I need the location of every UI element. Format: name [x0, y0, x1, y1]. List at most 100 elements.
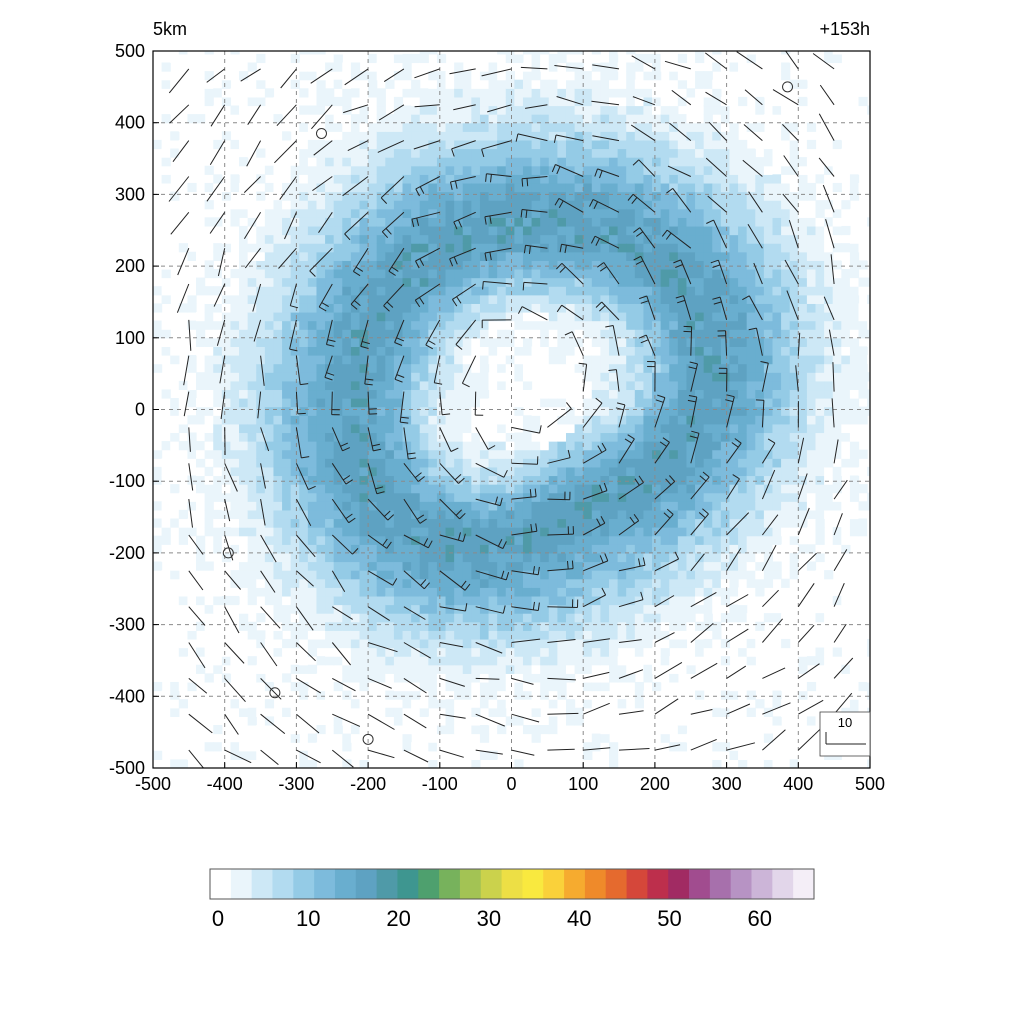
field-cell: [307, 466, 318, 477]
field-cell: [574, 458, 584, 468]
field-cell: [342, 458, 352, 468]
field-cell: [583, 742, 593, 752]
field-cell: [402, 681, 412, 692]
field-cell: [531, 122, 541, 132]
field-cell: [643, 389, 653, 399]
field-cell: [247, 681, 257, 692]
field-cell: [531, 587, 541, 597]
field-cell: [591, 406, 601, 416]
field-cell: [221, 363, 232, 373]
field-cell: [170, 398, 180, 408]
field-cell: [436, 217, 447, 227]
field-cell: [497, 71, 507, 81]
field-cell: [505, 71, 515, 81]
field-cell: [609, 346, 619, 356]
field-cell: [617, 157, 627, 167]
field-cell: [419, 96, 429, 107]
field-cell: [307, 286, 318, 296]
field-cell: [471, 225, 481, 236]
field-cell: [393, 157, 404, 167]
field-cell: [342, 51, 352, 55]
field-cell: [178, 742, 189, 752]
field-cell: [634, 243, 645, 253]
field-cell: [505, 363, 515, 373]
field-cell: [419, 355, 429, 365]
field-cell: [755, 621, 765, 631]
field-cell: [419, 260, 429, 270]
field-cell: [462, 208, 472, 218]
field-cell: [617, 51, 627, 55]
field-cell: [445, 449, 455, 459]
field-cell: [652, 243, 662, 253]
field-cell: [196, 380, 206, 391]
field-cell: [695, 200, 705, 210]
field-cell: [454, 484, 464, 494]
field-cell: [703, 423, 713, 434]
field-cell: [402, 217, 412, 227]
field-cell: [376, 96, 386, 107]
field-cell: [385, 303, 395, 313]
field-cell: [712, 165, 722, 175]
field-cell: [256, 570, 266, 580]
field-cell: [454, 690, 464, 700]
field-cell: [213, 389, 223, 399]
field-cell: [239, 544, 249, 554]
field-cell: [436, 742, 447, 752]
field-cell: [428, 518, 438, 528]
field-cell: [497, 501, 507, 511]
field-cell: [187, 355, 197, 365]
field-cell: [419, 286, 429, 296]
field-cell: [196, 501, 206, 511]
field-cell: [368, 114, 378, 124]
field-cell: [548, 664, 558, 674]
field-cell: [307, 647, 318, 657]
field-cell: [738, 251, 748, 261]
field-cell: [643, 492, 653, 502]
field-cell: [652, 294, 662, 304]
field-cell: [316, 96, 326, 107]
field-cell: [626, 303, 636, 313]
field-cell: [325, 604, 335, 614]
field-cell: [755, 260, 765, 270]
field-cell: [273, 208, 283, 218]
field-cell: [652, 544, 662, 554]
field-cell: [153, 286, 163, 296]
field-cell: [686, 200, 696, 210]
field-cell: [729, 501, 739, 511]
field-cell: [350, 234, 361, 244]
field-cell: [454, 182, 464, 193]
field-cell: [333, 707, 343, 717]
field-cell: [239, 742, 249, 752]
field-cell: [669, 131, 679, 141]
field-cell: [350, 724, 361, 735]
field-cell: [531, 200, 541, 210]
field-cell: [299, 466, 309, 477]
field-cell: [712, 200, 722, 210]
field-cell: [342, 664, 352, 674]
field-cell: [738, 441, 748, 451]
field-cell: [600, 604, 610, 614]
field-cell: [170, 355, 180, 365]
field-cell: [290, 630, 300, 640]
field-cell: [368, 501, 378, 511]
field-cell: [247, 707, 257, 717]
field-cell: [385, 406, 395, 416]
field-cell: [488, 441, 498, 451]
field-cell: [170, 346, 180, 356]
field-cell: [548, 441, 558, 451]
field-cell: [505, 157, 515, 167]
field-cell: [755, 552, 765, 563]
field-cell: [729, 122, 739, 132]
field-cell: [436, 329, 447, 339]
field-cell: [290, 570, 300, 580]
field-cell: [153, 518, 163, 528]
field-cell: [436, 174, 447, 184]
field-cell: [428, 595, 438, 606]
field-cell: [729, 561, 739, 571]
field-cell: [213, 311, 223, 322]
field-cell: [557, 139, 567, 150]
field-cell: [583, 501, 593, 511]
field-cell: [686, 320, 696, 330]
field-cell: [497, 724, 507, 735]
field-cell: [643, 690, 653, 700]
